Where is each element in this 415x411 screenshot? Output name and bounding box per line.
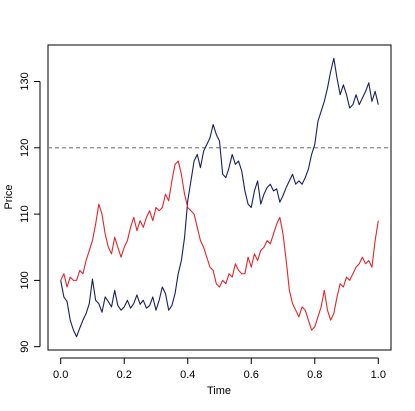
y-axis-label: Price — [3, 184, 15, 209]
y-axis: 90 100 110 120 130 — [19, 72, 41, 353]
y-tick-label: 90 — [19, 341, 31, 353]
plot-frame — [47, 44, 392, 351]
x-axis-label: Time — [207, 385, 231, 397]
x-tick-label: 1.0 — [371, 369, 386, 381]
x-tick-label: 0.4 — [180, 369, 195, 381]
y-tick-label: 120 — [19, 139, 31, 157]
y-tick-label: 110 — [19, 205, 31, 223]
series-line-1 — [60, 57, 379, 338]
series-line-2 — [60, 160, 379, 331]
series-group — [60, 57, 379, 338]
x-tick-label: 0.8 — [307, 369, 322, 381]
x-axis: 0.0 0.2 0.4 0.6 0.8 1.0 — [53, 357, 386, 381]
y-tick-label: 130 — [19, 72, 31, 90]
x-tick-label: 0.2 — [117, 369, 132, 381]
x-tick-label: 0.6 — [244, 369, 259, 381]
y-tick-label: 100 — [19, 271, 31, 289]
x-tick-label: 0.0 — [53, 369, 68, 381]
